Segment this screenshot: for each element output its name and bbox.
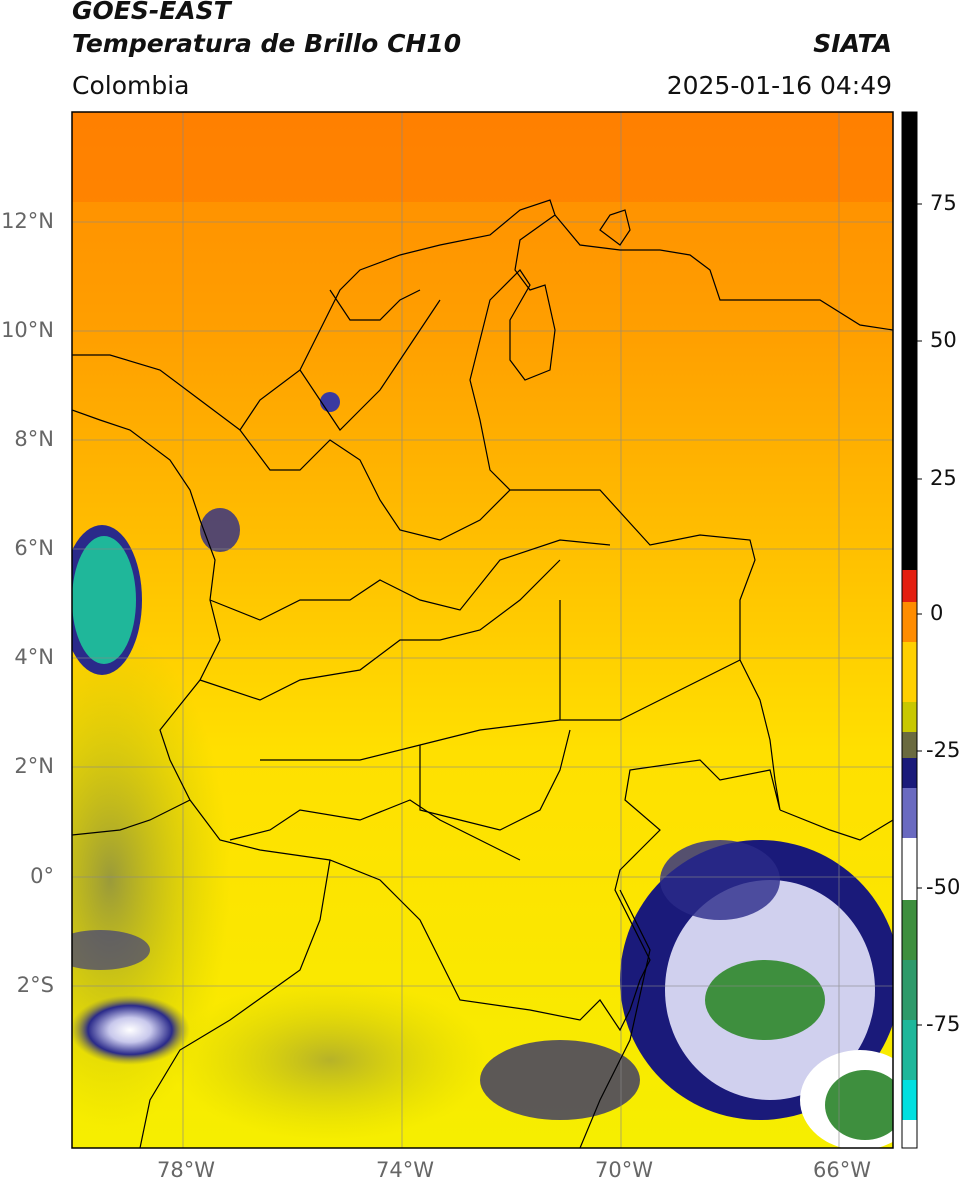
colorbar: [901, 111, 922, 1149]
lat-tick: 12°N: [1, 209, 54, 233]
colorbar-tick: 0: [930, 601, 944, 625]
region-label: Colombia: [72, 71, 190, 100]
colorbar-tick: -75: [926, 1012, 961, 1036]
lat-tick: 6°N: [14, 536, 54, 560]
lat-tick: 10°N: [1, 318, 54, 342]
timestamp-label: 2025-01-16 04:49: [666, 71, 892, 100]
product-title: Temperatura de Brillo CH10: [72, 29, 462, 58]
colorbar-tick: 25: [930, 466, 957, 490]
lon-tick: 70°W: [595, 1158, 653, 1182]
lat-tick: 0°: [30, 864, 54, 888]
colorbar-tick: 75: [930, 191, 957, 215]
lon-tick: 74°W: [376, 1158, 434, 1182]
lon-tick: 78°W: [157, 1158, 215, 1182]
lat-tick: 2°N: [14, 754, 54, 778]
lon-tick: 66°W: [813, 1158, 871, 1182]
colorbar-tick: -25: [926, 738, 961, 762]
colorbar-tick: 50: [930, 328, 957, 352]
lat-tick: 2°S: [16, 973, 54, 997]
lat-tick: 4°N: [14, 645, 54, 669]
lat-tick: 8°N: [14, 427, 54, 451]
source-label: SIATA: [813, 29, 892, 58]
satellite-title: GOES-EAST: [72, 0, 231, 25]
colorbar-tick: -50: [926, 875, 961, 899]
